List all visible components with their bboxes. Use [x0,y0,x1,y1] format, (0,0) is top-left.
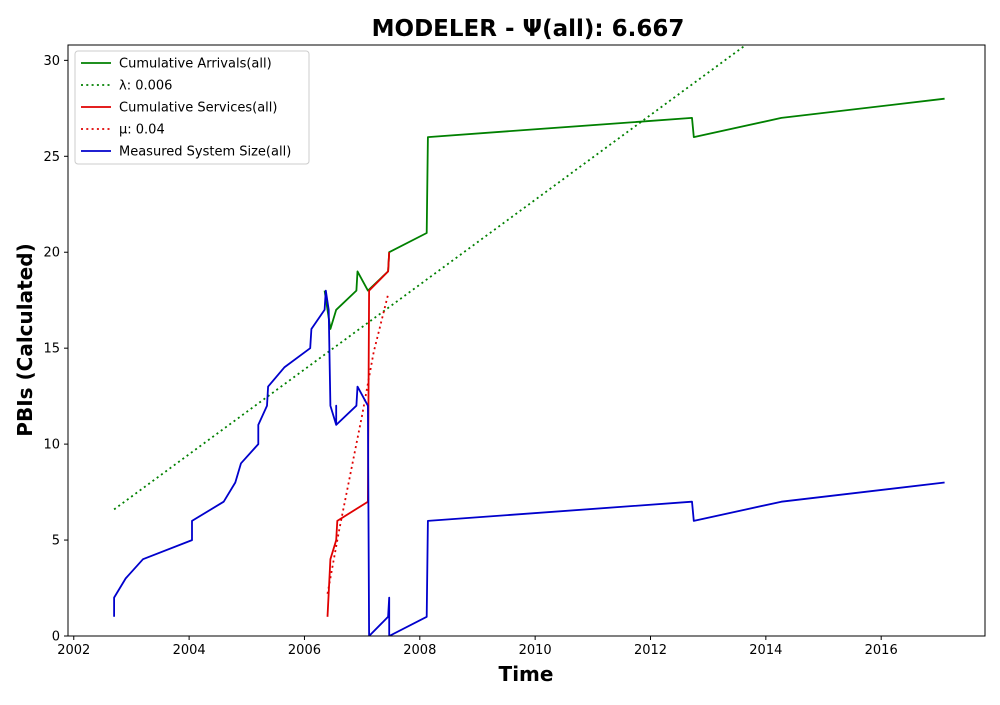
y-axis-label: PBIs (Calculated) [13,243,37,436]
legend-label: Measured System Size(all) [119,145,291,160]
series-line-1 [323,97,945,330]
legend-label: Cumulative Arrivals(all) [119,57,272,72]
series-layer [113,45,945,636]
legend-label: Cumulative Services(all) [119,101,277,116]
legend-box [74,50,310,165]
x-tick-label: 2006 [288,643,321,658]
series-line-2 [113,45,747,511]
series-line-3 [326,252,391,617]
y-tick-label: 15 [43,342,60,357]
chart-title: MODELER - Ψ(all): 6.667 [372,16,685,42]
legend-label: μ: 0.04 [119,123,165,138]
y-tick-label: 0 [52,630,60,645]
x-tick-label: 2002 [57,643,90,658]
y-tick-label: 20 [43,246,60,261]
y-tick-label: 10 [43,438,60,453]
x-tick-label: 2010 [519,643,552,658]
legend-label: λ: 0.006 [119,79,172,94]
plot-frame [67,44,986,637]
y-tick-label: 25 [43,150,60,165]
x-tick-label: 2004 [173,643,206,658]
series-line-4 [326,294,389,594]
y-tick-label: 5 [52,534,60,549]
x-tick-label: 2016 [865,643,898,658]
x-tick-label: 2012 [634,643,667,658]
axis-ticks: 2002 2004 2006 2008 2010 2012 2014 2016 0 5 10 15 20… [43,54,897,658]
series-line-5 [113,289,945,636]
x-tick-label: 2014 [749,643,782,658]
legend: Cumulative Arrivals(all) λ: 0.006 Cumulati… [74,50,310,165]
x-tick-label: 2008 [403,643,436,658]
y-tick-label: 30 [43,54,60,69]
x-axis-label: Time [499,662,554,686]
